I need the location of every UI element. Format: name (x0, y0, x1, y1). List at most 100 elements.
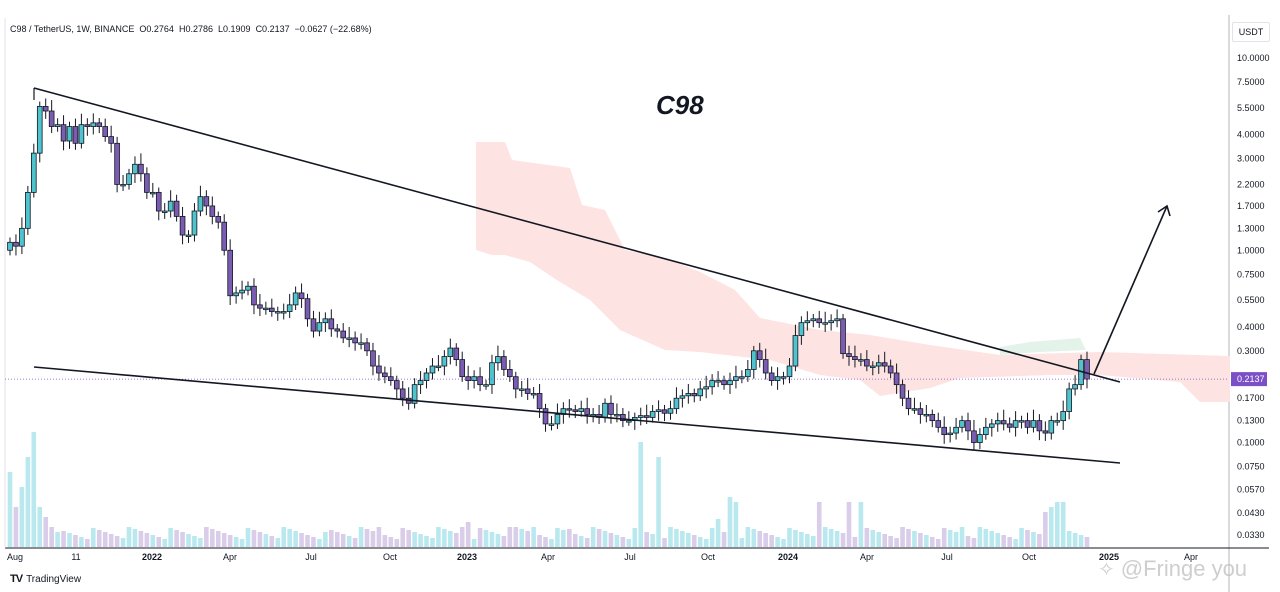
ichimoku-cloud-bullish (1000, 338, 1086, 355)
volume-bar (215, 531, 221, 547)
volume-bar (239, 539, 245, 547)
volume-bar (870, 530, 876, 547)
time-tick-label: Jul (624, 552, 636, 562)
candle (977, 434, 983, 443)
candle (655, 409, 662, 412)
candle (185, 234, 192, 237)
candle (477, 376, 483, 386)
volume-bar (947, 530, 953, 547)
volume-bar (1048, 507, 1054, 547)
volume-bar (43, 517, 49, 547)
candle (667, 408, 674, 414)
volume-bar (608, 533, 614, 547)
volume-bar (483, 530, 489, 547)
candle (822, 322, 828, 325)
volume-bar (900, 527, 905, 547)
candle (953, 426, 959, 434)
volume-bar (162, 539, 168, 547)
candle (935, 420, 942, 428)
volume-bar (453, 533, 459, 547)
time-tick-label: Oct (383, 552, 398, 562)
volume-bar (816, 502, 822, 547)
candle (816, 318, 823, 324)
volume-bar (507, 527, 513, 547)
volume-bar (299, 533, 304, 547)
candle (453, 347, 460, 360)
candle (352, 337, 358, 344)
volume-bar (1007, 537, 1012, 547)
volume-bar (126, 527, 132, 547)
candle (7, 241, 13, 251)
volume-bar (96, 530, 102, 547)
price-tick-label: 1.0000 (1237, 245, 1265, 255)
candle (786, 365, 793, 378)
volume-bar (489, 532, 495, 547)
candle (227, 249, 233, 297)
time-axis[interactable]: Aug 11 2022 Apr Jul Oct 2023 Apr Jul Oct 2024 Apr Ju… (7, 552, 1198, 562)
candle (1012, 420, 1019, 428)
volume-bar (7, 472, 13, 547)
breakout-arrow[interactable] (1093, 205, 1168, 375)
volume-bar (834, 531, 840, 547)
candle (697, 388, 704, 397)
tradingview-logo[interactable]: TV TradingView (10, 573, 81, 585)
volume-bar (590, 527, 596, 547)
volume-bar (888, 536, 893, 547)
volume-bar (1001, 535, 1006, 547)
volume-bar (13, 507, 19, 547)
candle (263, 307, 269, 311)
candle (828, 320, 834, 324)
upper-trendline[interactable] (33, 87, 1121, 383)
volume-bar (644, 532, 649, 547)
candlesticks (7, 98, 1090, 451)
volume-bar (769, 535, 774, 547)
volume-bar (406, 530, 411, 547)
volume-bar (775, 537, 780, 547)
currency-label[interactable]: USDT (1232, 22, 1270, 42)
volume-bar (73, 535, 78, 547)
volume-bar (971, 538, 977, 547)
volume-bar (822, 527, 828, 547)
volume-bar (1072, 533, 1078, 547)
candle (804, 320, 811, 324)
price-tick-label: 0.1300 (1237, 416, 1265, 426)
candle (864, 359, 870, 367)
candle (875, 362, 882, 367)
open-value: O0.2764 (139, 24, 174, 34)
candle (691, 393, 698, 397)
volume-bar (989, 531, 995, 547)
volume-bar (311, 537, 316, 547)
candle (197, 196, 204, 212)
price-axis[interactable]: 10.0000 7.5000 5.5000 4.0000 3.0000 2.2000 1.7… (1237, 53, 1270, 540)
price-tick-label: 4.0000 (1237, 130, 1265, 140)
candle (1036, 420, 1043, 432)
close-value: C0.2137 (255, 24, 290, 34)
candle (852, 356, 858, 360)
volume-bar (1031, 532, 1036, 547)
candle (780, 376, 787, 379)
candle (733, 376, 739, 381)
volume-bar (245, 528, 251, 547)
volume-bar (156, 537, 162, 547)
volume-bar (364, 529, 370, 547)
volume-bar (459, 527, 465, 547)
volume-bar (1078, 535, 1084, 547)
volume-bar (287, 529, 292, 547)
candle (298, 292, 305, 300)
volume-bar (549, 539, 554, 547)
price-tick-label: 0.0570 (1237, 484, 1265, 494)
candle (834, 318, 840, 322)
current-price-tag (1231, 372, 1267, 387)
volume-bar (471, 539, 477, 547)
candle (554, 414, 561, 425)
volume-bar (67, 533, 72, 547)
volume-bar (150, 535, 156, 547)
volume-bar (1054, 502, 1060, 547)
volume-bar (186, 534, 191, 547)
candle (858, 359, 864, 362)
lower-trendline[interactable] (33, 366, 1121, 464)
candle (60, 124, 67, 142)
volume-bar (340, 534, 346, 547)
volume-bar (709, 528, 715, 547)
